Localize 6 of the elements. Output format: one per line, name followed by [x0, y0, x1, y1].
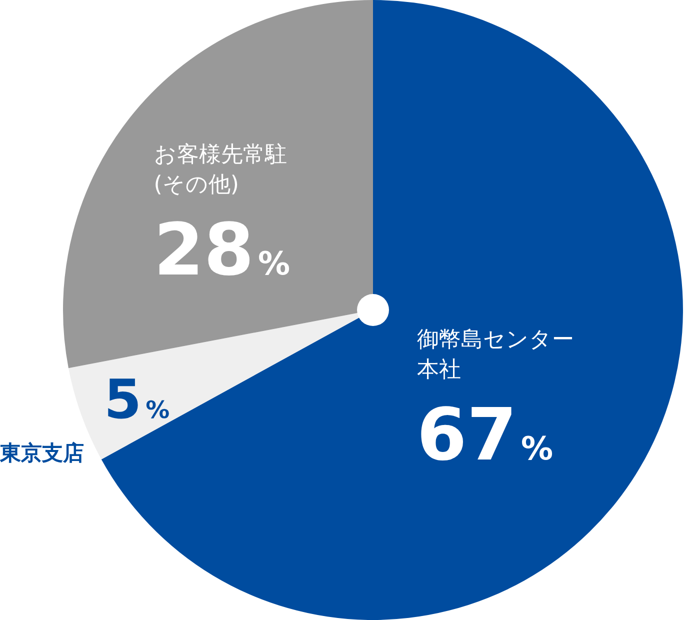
slice-label: お客様先常駐(その他)	[154, 142, 287, 198]
slice-label: 御幣島センター本社	[416, 328, 574, 383]
data-label: 5%	[104, 368, 170, 432]
slice-label: 東京支店	[0, 441, 84, 466]
data-label: 28%	[154, 208, 290, 292]
data-label: 67%	[416, 392, 554, 477]
